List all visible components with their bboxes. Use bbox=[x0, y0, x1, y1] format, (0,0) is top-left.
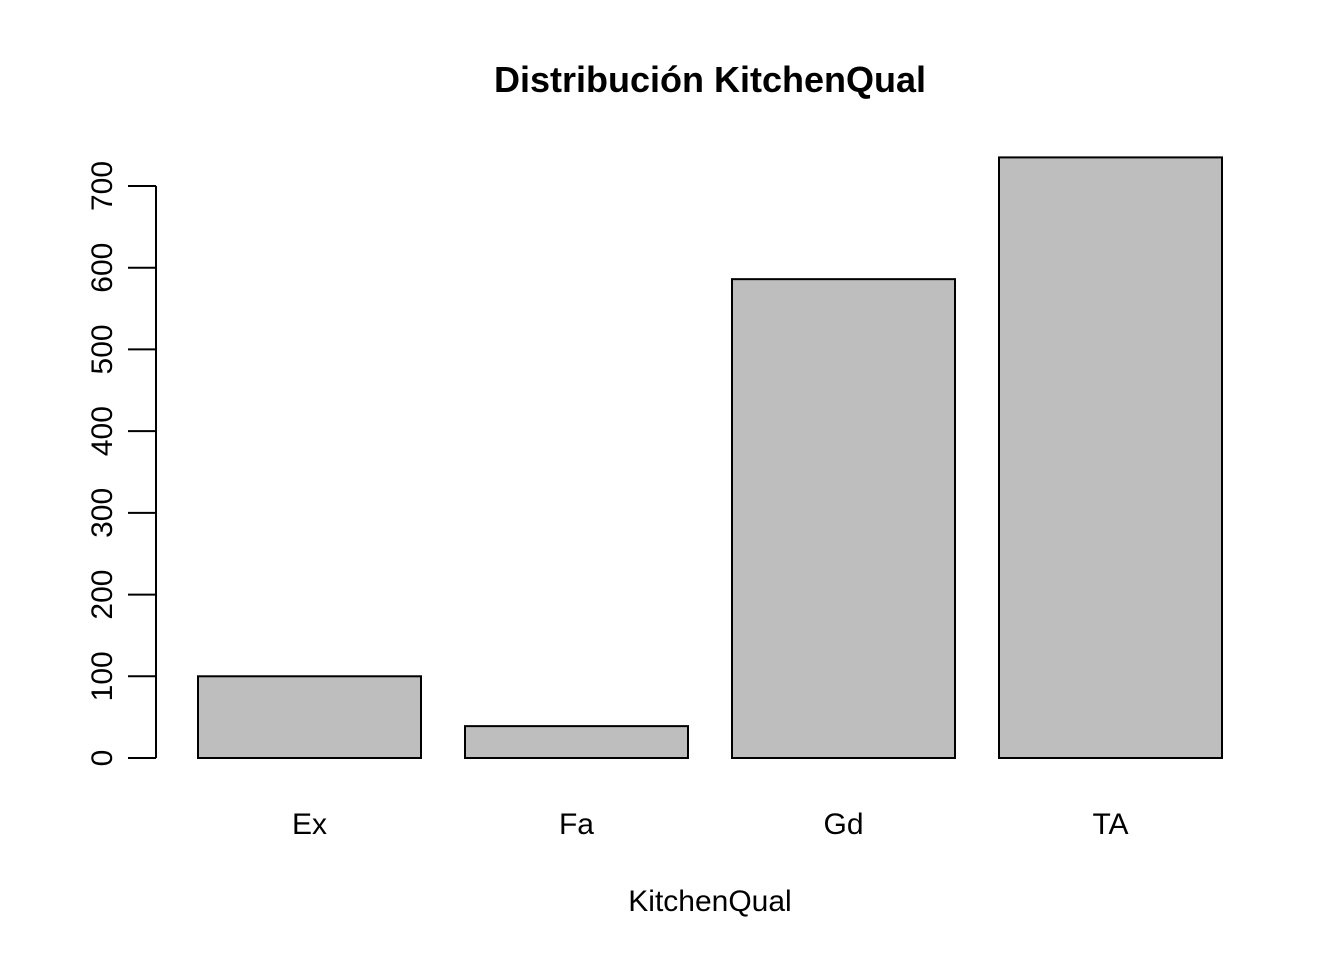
x-axis-labels: Ex Fa Gd TA bbox=[292, 808, 1129, 841]
y-tick-label: 400 bbox=[86, 406, 119, 456]
y-tick-label: 0 bbox=[86, 750, 119, 767]
x-category-label: TA bbox=[1092, 808, 1128, 841]
y-tick-label: 500 bbox=[86, 324, 119, 374]
y-tick-label: 700 bbox=[86, 161, 119, 211]
x-category-label: Ex bbox=[292, 808, 327, 841]
x-category-label: Gd bbox=[823, 808, 863, 841]
bar-ta bbox=[998, 156, 1223, 759]
x-axis-title: KitchenQual bbox=[628, 885, 791, 918]
bars-group bbox=[197, 156, 1223, 759]
y-tick-label: 100 bbox=[86, 651, 119, 701]
chart-title: Distribución KitchenQual bbox=[494, 59, 926, 100]
y-tick-label: 300 bbox=[86, 488, 119, 538]
y-tick-label: 200 bbox=[86, 570, 119, 620]
y-tick-label: 600 bbox=[86, 243, 119, 293]
y-axis: 0 100 200 300 400 500 600 700 bbox=[86, 161, 157, 767]
x-category-label: Fa bbox=[559, 808, 594, 841]
bar-fa bbox=[464, 725, 689, 759]
bar-ex bbox=[197, 675, 422, 759]
bar-gd bbox=[731, 278, 956, 759]
